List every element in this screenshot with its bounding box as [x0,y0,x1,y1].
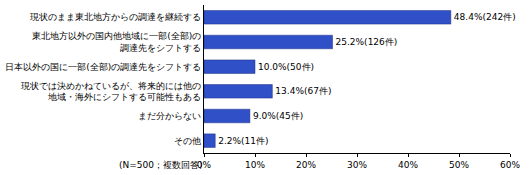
svg-text:60%: 60% [500,160,520,170]
svg-text:48.4%(242件): 48.4%(242件) [454,12,516,22]
svg-text:東北地方以外の国内他地域に一部(全部)の調達先をシフトする: 東北地方以外の国内他地域に一部(全部)の調達先をシフトする [32,31,201,53]
svg-text:まだ分からない: まだ分からない [138,111,201,121]
svg-text:25.2%(126件): 25.2%(126件) [336,37,398,47]
svg-text:2.2%(11件): 2.2%(11件) [218,136,268,146]
svg-text:0%: 0% [197,160,212,170]
svg-text:40%: 40% [398,160,418,170]
svg-text:現状では決めかねているが、将来的には他の地域・海外にシフトす: 現状では決めかねているが、将来的には他の地域・海外にシフトする可能性もある [21,81,201,103]
svg-text:日本以外の国に一部(全部)の調達先をシフトする: 日本以外の国に一部(全部)の調達先をシフトする [5,62,201,72]
svg-text:50%: 50% [449,160,469,170]
svg-text:10%: 10% [245,160,265,170]
svg-text:10.0%(50件): 10.0%(50件) [258,62,314,72]
svg-text:現状のまま東北地方からの調達を継続する: 現状のまま東北地方からの調達を継続する [30,12,201,22]
svg-text:その他: その他 [174,136,201,146]
svg-text:(N=500；複数回答): (N=500；複数回答) [119,160,202,170]
svg-text:20%: 20% [296,160,316,170]
svg-text:13.4%(67件): 13.4%(67件) [275,86,331,96]
svg-text:9.0%(45件): 9.0%(45件) [253,111,303,121]
svg-text:30%: 30% [347,160,367,170]
